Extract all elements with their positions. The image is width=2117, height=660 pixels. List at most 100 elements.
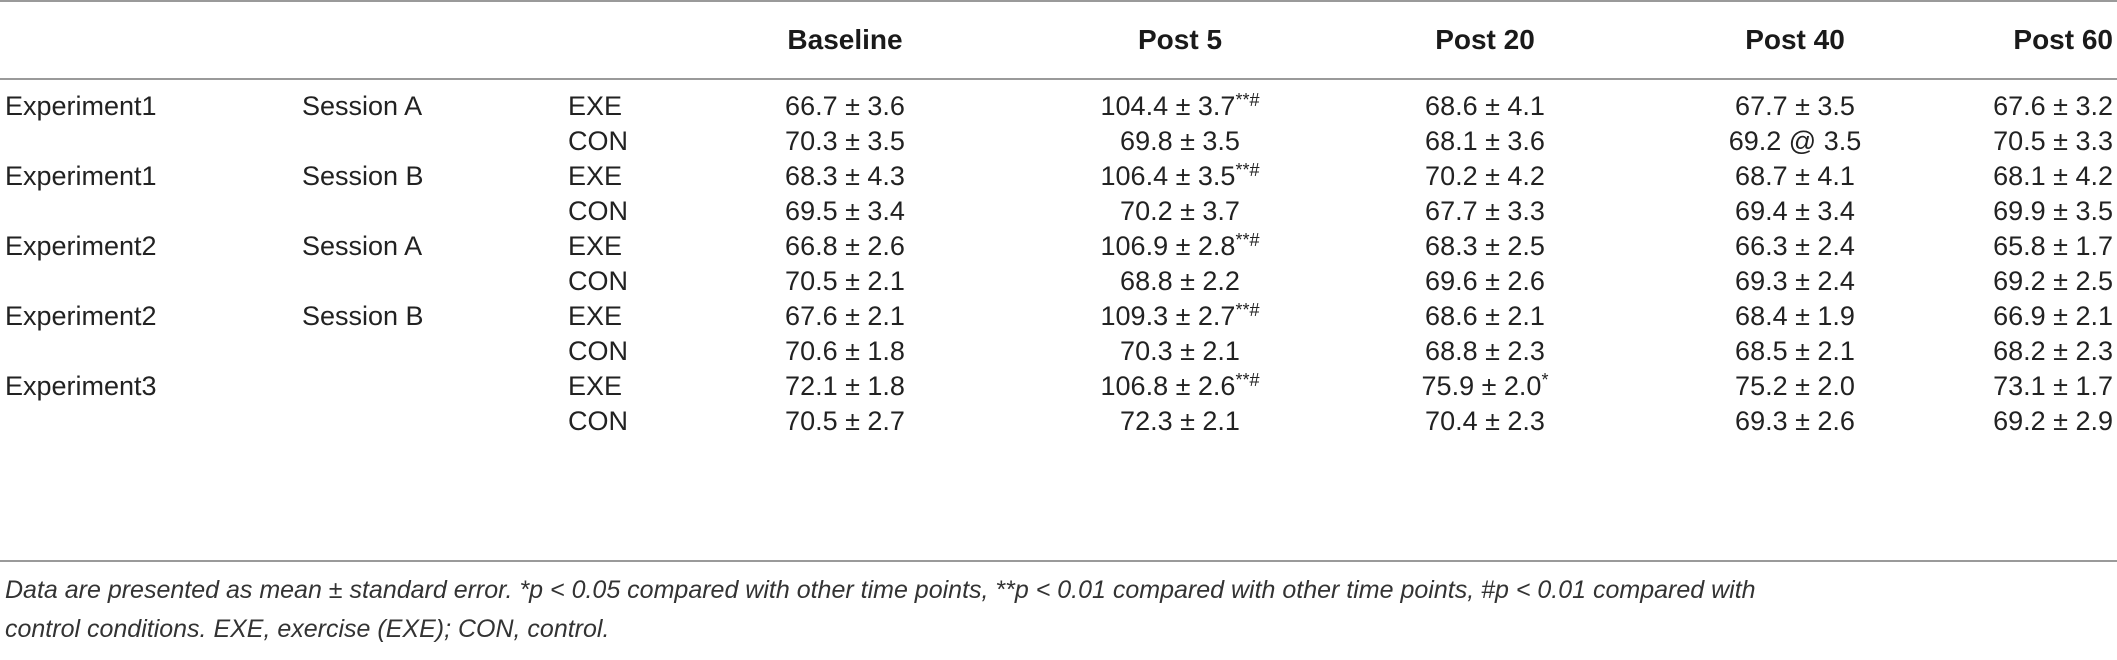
baseline-cell: 70.5 ± 2.1 <box>785 266 905 296</box>
post5-value: 106.8 ± 2.6 <box>1100 371 1236 401</box>
post20-cell: 67.7 ± 3.3 <box>1380 188 1590 235</box>
experiment-cell: Experiment1 <box>5 91 157 121</box>
post5-cell: 106.4 ± 3.5**# <box>1060 153 1300 200</box>
header-baseline: Baseline <box>787 24 903 55</box>
table-row: Experiment1 Session A EXE 66.7 ± 3.6 104… <box>0 83 2117 130</box>
post20-cell: 68.6 ± 4.1 <box>1380 83 1590 130</box>
header-post40: Post 40 <box>1745 24 1845 55</box>
table-footnote: Data are presented as mean ± standard er… <box>5 571 2105 649</box>
baseline-cell: 70.6 ± 1.8 <box>785 336 905 366</box>
condition-cell: CON <box>568 336 628 366</box>
post5-cell: 104.4 ± 3.7**# <box>1060 83 1300 130</box>
post20-cell: 68.8 ± 2.3 <box>1380 328 1590 375</box>
table-row: CON 70.6 ± 1.8 70.3 ± 2.1 68.8 ± 2.3 68.… <box>0 328 2117 375</box>
post60-cell: 67.6 ± 3.2 <box>1993 91 2113 121</box>
significance-mark: * <box>1541 370 1549 390</box>
post60-cell: 68.1 ± 4.2 <box>1993 161 2113 191</box>
post5-value: 72.3 ± 2.1 <box>1120 406 1240 436</box>
baseline-cell: 68.3 ± 4.3 <box>785 161 905 191</box>
baseline-cell: 66.8 ± 2.6 <box>785 231 905 261</box>
condition-cell: CON <box>568 266 628 296</box>
condition-cell: EXE <box>568 371 623 401</box>
experiment-cell: Experiment2 <box>5 231 157 261</box>
table-top-rule <box>0 0 2117 2</box>
post20-cell: 69.6 ± 2.6 <box>1380 258 1590 305</box>
experiment-cell: Experiment2 <box>5 301 157 331</box>
post5-cell: 70.3 ± 2.1 <box>1060 328 1300 375</box>
post40-cell: 68.5 ± 2.1 <box>1735 336 1855 366</box>
significance-mark: **# <box>1235 230 1260 250</box>
condition-cell: EXE <box>568 161 623 191</box>
post5-cell: 68.8 ± 2.2 <box>1060 258 1300 305</box>
post40-cell: 69.3 ± 2.6 <box>1735 406 1855 436</box>
significance-mark: **# <box>1235 90 1260 110</box>
post40-cell: 68.4 ± 1.9 <box>1735 301 1855 331</box>
post60-cell: 69.2 ± 2.5 <box>1993 266 2113 296</box>
experiment-cell: Experiment1 <box>5 161 157 191</box>
post5-cell: 72.3 ± 2.1 <box>1060 398 1300 445</box>
table-row: CON 69.5 ± 3.4 70.2 ± 3.7 67.7 ± 3.3 69.… <box>0 188 2117 235</box>
baseline-cell: 69.5 ± 3.4 <box>785 196 905 226</box>
baseline-cell: 72.1 ± 1.8 <box>785 371 905 401</box>
post20-value: 70.4 ± 2.3 <box>1425 406 1545 436</box>
post5-cell: 109.3 ± 2.7**# <box>1060 293 1300 340</box>
post5-cell: 106.9 ± 2.8**# <box>1060 223 1300 270</box>
table-row: Experiment1 Session B EXE 68.3 ± 4.3 106… <box>0 153 2117 200</box>
post20-value: 67.7 ± 3.3 <box>1425 196 1545 226</box>
table-row: Experiment2 Session B EXE 67.6 ± 2.1 109… <box>0 293 2117 340</box>
post40-cell: 68.7 ± 4.1 <box>1735 161 1855 191</box>
post5-cell: 106.8 ± 2.6**# <box>1060 363 1300 410</box>
baseline-cell: 70.5 ± 2.7 <box>785 406 905 436</box>
table-row: CON 70.5 ± 2.1 68.8 ± 2.2 69.6 ± 2.6 69.… <box>0 258 2117 305</box>
post40-cell: 69.4 ± 3.4 <box>1735 196 1855 226</box>
table-row: CON 70.5 ± 2.7 72.3 ± 2.1 70.4 ± 2.3 69.… <box>0 398 2117 445</box>
post60-cell: 68.2 ± 2.3 <box>1993 336 2113 366</box>
post5-value: 69.8 ± 3.5 <box>1120 126 1240 156</box>
table-row: CON 70.3 ± 3.5 69.8 ± 3.5 68.1 ± 3.6 69.… <box>0 118 2117 165</box>
table-row: Experiment3 EXE 72.1 ± 1.8 106.8 ± 2.6**… <box>0 363 2117 410</box>
post20-value: 70.2 ± 4.2 <box>1425 161 1545 191</box>
post5-value: 106.4 ± 3.5 <box>1100 161 1236 191</box>
post40-cell: 66.3 ± 2.4 <box>1735 231 1855 261</box>
condition-cell: CON <box>568 406 628 436</box>
post20-cell: 68.6 ± 2.1 <box>1380 293 1590 340</box>
post40-cell: 69.2 @ 3.5 <box>1728 126 1862 156</box>
post60-cell: 69.2 ± 2.9 <box>1993 406 2113 436</box>
condition-cell: CON <box>568 196 628 226</box>
post20-cell: 68.1 ± 3.6 <box>1380 118 1590 165</box>
condition-cell: CON <box>568 126 628 156</box>
footnote-line-2: control conditions. EXE, exercise (EXE);… <box>5 615 610 643</box>
session-cell: Session B <box>302 161 424 191</box>
significance-mark: **# <box>1235 370 1260 390</box>
session-cell: Session A <box>302 91 423 121</box>
post60-cell: 66.9 ± 2.1 <box>1993 301 2113 331</box>
post60-cell: 65.8 ± 1.7 <box>1993 231 2113 261</box>
table-header-rule <box>0 78 2117 80</box>
post20-cell: 68.3 ± 2.5 <box>1380 223 1590 270</box>
post60-cell: 70.5 ± 3.3 <box>1993 126 2113 156</box>
post20-cell: 75.9 ± 2.0* <box>1380 363 1590 410</box>
post5-value: 109.3 ± 2.7 <box>1100 301 1236 331</box>
significance-mark: **# <box>1235 160 1260 180</box>
post40-cell: 69.3 ± 2.4 <box>1735 266 1855 296</box>
condition-cell: EXE <box>568 301 623 331</box>
post5-value: 70.3 ± 2.1 <box>1120 336 1240 366</box>
table-row: Experiment2 Session A EXE 66.8 ± 2.6 106… <box>0 223 2117 270</box>
baseline-cell: 70.3 ± 3.5 <box>785 126 905 156</box>
post60-cell: 73.1 ± 1.7 <box>1993 371 2113 401</box>
post20-cell: 70.2 ± 4.2 <box>1380 153 1590 200</box>
post5-value: 104.4 ± 3.7 <box>1100 91 1236 121</box>
post5-value: 70.2 ± 3.7 <box>1120 196 1240 226</box>
post20-cell: 70.4 ± 2.3 <box>1380 398 1590 445</box>
post20-value: 68.8 ± 2.3 <box>1425 336 1545 366</box>
post60-cell: 69.9 ± 3.5 <box>1993 196 2113 226</box>
baseline-cell: 66.7 ± 3.6 <box>785 91 905 121</box>
post20-value: 75.9 ± 2.0 <box>1421 371 1542 401</box>
baseline-cell: 67.6 ± 2.1 <box>785 301 905 331</box>
table-bottom-rule <box>0 560 2117 562</box>
post5-cell: 70.2 ± 3.7 <box>1060 188 1300 235</box>
post20-value: 68.6 ± 4.1 <box>1425 91 1545 121</box>
post40-cell: 75.2 ± 2.0 <box>1735 371 1855 401</box>
post5-cell: 69.8 ± 3.5 <box>1060 118 1300 165</box>
post20-value: 68.3 ± 2.5 <box>1425 231 1545 261</box>
